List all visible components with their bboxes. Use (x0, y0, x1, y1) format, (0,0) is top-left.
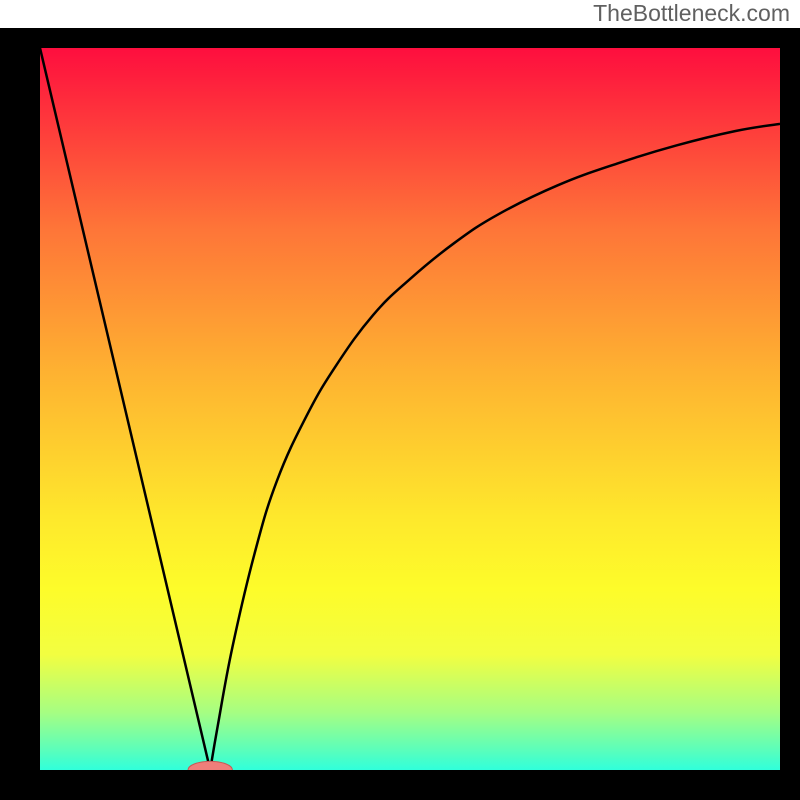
chart-frame (0, 28, 800, 800)
watermark-text: TheBottleneck.com (0, 0, 800, 28)
plot-area (40, 48, 780, 770)
chart-svg (40, 48, 780, 770)
gradient-background (40, 48, 780, 770)
